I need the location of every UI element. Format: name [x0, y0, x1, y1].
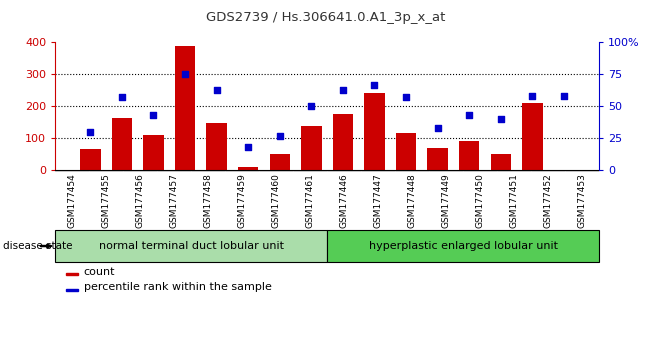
- Point: [275, 133, 285, 138]
- Point: [401, 95, 411, 100]
- Text: disease state: disease state: [3, 241, 73, 251]
- Bar: [396, 133, 417, 170]
- Text: GSM177461: GSM177461: [305, 173, 314, 228]
- Bar: [301, 126, 322, 170]
- Text: GSM177453: GSM177453: [577, 173, 587, 228]
- Text: GSM177458: GSM177458: [204, 173, 213, 228]
- Text: GSM177448: GSM177448: [408, 173, 417, 228]
- Bar: [270, 154, 290, 170]
- Bar: [143, 135, 163, 170]
- Bar: [428, 148, 448, 170]
- Point: [495, 116, 506, 122]
- Text: GSM177455: GSM177455: [102, 173, 111, 228]
- Bar: [522, 103, 543, 170]
- Text: GSM177454: GSM177454: [68, 173, 77, 228]
- Text: GSM177451: GSM177451: [510, 173, 518, 228]
- Bar: [364, 93, 385, 170]
- Point: [243, 144, 253, 150]
- Text: GSM177452: GSM177452: [544, 173, 553, 228]
- Bar: [66, 273, 78, 275]
- Text: GSM177450: GSM177450: [475, 173, 484, 228]
- Text: GSM177459: GSM177459: [238, 173, 247, 228]
- Text: GSM177456: GSM177456: [136, 173, 145, 228]
- Bar: [459, 141, 480, 170]
- Point: [212, 87, 222, 92]
- Point: [148, 112, 159, 118]
- Point: [85, 129, 96, 135]
- Bar: [66, 289, 78, 291]
- Text: GDS2739 / Hs.306641.0.A1_3p_x_at: GDS2739 / Hs.306641.0.A1_3p_x_at: [206, 11, 445, 24]
- Point: [117, 95, 127, 100]
- Text: normal terminal duct lobular unit: normal terminal duct lobular unit: [99, 241, 284, 251]
- Bar: [206, 123, 227, 170]
- Point: [369, 82, 380, 87]
- Point: [432, 125, 443, 131]
- Point: [180, 72, 190, 77]
- FancyBboxPatch shape: [55, 230, 327, 262]
- Text: GSM177457: GSM177457: [170, 173, 179, 228]
- Point: [464, 112, 475, 118]
- Text: GSM177447: GSM177447: [374, 173, 383, 228]
- Point: [527, 93, 538, 99]
- Bar: [174, 46, 195, 170]
- Bar: [491, 154, 511, 170]
- Point: [338, 87, 348, 92]
- Text: GSM177446: GSM177446: [340, 173, 349, 228]
- Text: hyperplastic enlarged lobular unit: hyperplastic enlarged lobular unit: [368, 241, 557, 251]
- Text: GSM177449: GSM177449: [441, 173, 450, 228]
- Bar: [333, 114, 353, 170]
- Bar: [111, 118, 132, 170]
- Text: count: count: [83, 267, 115, 277]
- Bar: [80, 149, 100, 170]
- Point: [306, 103, 316, 109]
- Text: GSM177460: GSM177460: [271, 173, 281, 228]
- Point: [559, 93, 569, 99]
- FancyBboxPatch shape: [327, 230, 599, 262]
- Text: percentile rank within the sample: percentile rank within the sample: [83, 282, 271, 292]
- Bar: [238, 167, 258, 170]
